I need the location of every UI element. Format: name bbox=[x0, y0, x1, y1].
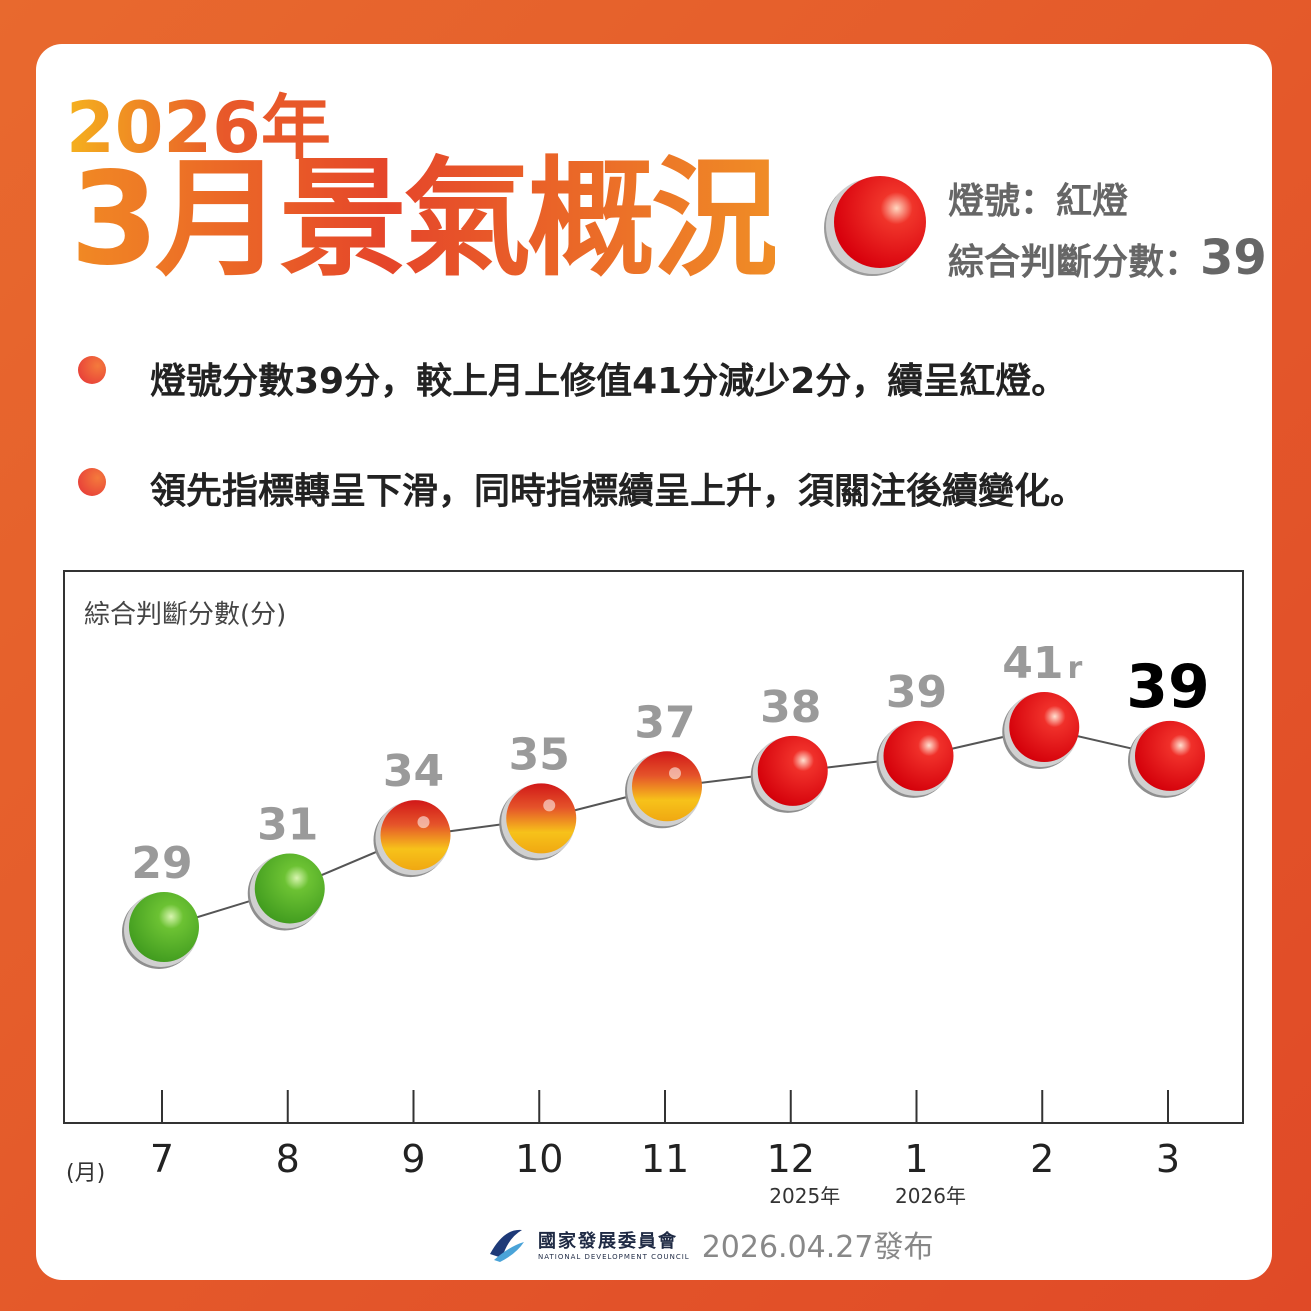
x-axis-unit: (月) bbox=[66, 1161, 105, 1186]
data-label: 34 bbox=[383, 746, 444, 797]
y-axis-label: 綜合判斷分數(分) bbox=[84, 600, 286, 630]
page-title: 3月景氣概況 bbox=[70, 145, 779, 294]
light-red bbox=[883, 720, 954, 791]
x-tick-label: 10 bbox=[515, 1137, 563, 1181]
light-status: 燈號：紅燈 bbox=[948, 181, 1129, 222]
data-label: 41 r bbox=[1002, 638, 1082, 689]
light-red bbox=[1135, 720, 1205, 791]
x-tick-label: 7 bbox=[150, 1137, 174, 1181]
data-label: 38 bbox=[760, 682, 821, 733]
x-tick-label: 1 bbox=[904, 1137, 928, 1181]
data-label: 37 bbox=[634, 697, 695, 748]
light-green bbox=[254, 853, 325, 924]
x-tick-label: 9 bbox=[401, 1137, 425, 1181]
light-red bbox=[1009, 692, 1080, 762]
light-yellow-red bbox=[506, 783, 577, 854]
bullet-text: 燈號分數39分，較上月上修值41分減少2分，續呈紅燈。 bbox=[150, 361, 1068, 402]
ndc-logo-text: 國家發展委員會 NATIONAL DEVELOPMENT COUNCIL bbox=[538, 1227, 690, 1261]
data-label: 39 bbox=[1126, 652, 1210, 722]
light-green bbox=[129, 892, 199, 962]
org-name-cn: 國家發展委員會 bbox=[538, 1231, 678, 1252]
footer: 國家發展委員會 NATIONAL DEVELOPMENT COUNCIL 202… bbox=[486, 1222, 933, 1266]
card bbox=[36, 44, 1272, 1280]
red-light-icon bbox=[824, 176, 926, 276]
light-yellow-red bbox=[380, 800, 451, 871]
ndc-logo bbox=[490, 1229, 524, 1262]
x-tick-label: 12 bbox=[767, 1137, 815, 1181]
org-name-en: NATIONAL DEVELOPMENT COUNCIL bbox=[538, 1253, 690, 1261]
x-tick-label: 8 bbox=[276, 1137, 300, 1181]
light-red bbox=[757, 735, 828, 806]
bullet-icon bbox=[78, 468, 106, 496]
x-tick-label: 2 bbox=[1030, 1137, 1054, 1181]
light-highlight bbox=[669, 767, 681, 780]
data-label: 29 bbox=[131, 838, 192, 889]
score-label-text: 綜合判斷分數： bbox=[948, 242, 1201, 283]
year-heading: 2026年 bbox=[66, 72, 331, 173]
publish-date: 2026.04.27發布 bbox=[701, 1230, 934, 1265]
x-tick-label: 3 bbox=[1156, 1137, 1180, 1181]
revised-marker: r bbox=[1067, 651, 1082, 686]
x-tick-label: 11 bbox=[641, 1137, 689, 1181]
data-label: 31 bbox=[257, 799, 318, 850]
bullet-text: 領先指標轉呈下滑，同時指標續呈上升，須關注後續變化。 bbox=[150, 471, 1087, 512]
bullet-icon bbox=[78, 356, 106, 384]
year-label: 2026年 bbox=[895, 1184, 966, 1208]
light-highlight bbox=[417, 816, 430, 829]
plot-frame bbox=[63, 570, 1244, 1124]
light-yellow-red bbox=[632, 751, 702, 822]
score-value: 39 bbox=[1200, 230, 1267, 286]
light-highlight bbox=[543, 799, 556, 812]
data-label: 39 bbox=[886, 667, 947, 718]
data-label: 35 bbox=[509, 729, 570, 780]
year-label: 2025年 bbox=[769, 1184, 840, 1208]
score-label: 綜合判斷分數：39 bbox=[948, 230, 1267, 286]
